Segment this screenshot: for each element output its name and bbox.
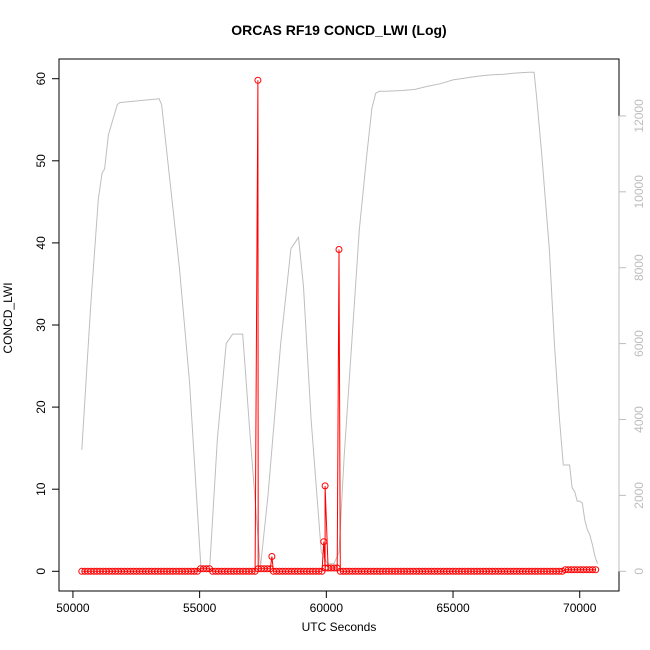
concentration-point	[248, 567, 256, 575]
y-tick-label: 40	[34, 236, 48, 250]
concentration-point	[321, 482, 329, 490]
x-axis-label: UTC Seconds	[302, 620, 377, 634]
concentration-point	[190, 567, 198, 575]
y-tick-label: 60	[34, 72, 48, 86]
y2-tick-label: 6000	[632, 330, 646, 357]
y-tick-label: 50	[34, 154, 48, 168]
concentration-point	[330, 564, 338, 572]
concentration-point	[254, 76, 262, 84]
y-tick-label: 30	[34, 318, 48, 332]
y2-tick-label: 8000	[632, 254, 646, 281]
concentration-point	[203, 565, 210, 573]
x-tick-label: 50000	[56, 601, 90, 615]
concentration-point	[315, 567, 323, 575]
y-tick-label: 0	[34, 568, 48, 575]
concentration-point	[592, 566, 600, 574]
concentration-point	[263, 565, 271, 573]
y-axis-left: 0 10 20 30 40 50 60	[34, 72, 60, 575]
altitude-series	[81, 71, 598, 569]
concentration-line	[81, 80, 596, 572]
concentration-point	[268, 553, 276, 560]
concentration-point	[335, 246, 343, 253]
altitude-line	[81, 71, 598, 569]
y2-tick-label: 0	[632, 568, 646, 575]
y2-tick-label: 2000	[632, 482, 646, 509]
y2-tick-label: 12000	[632, 99, 646, 133]
concentration-point	[589, 566, 597, 574]
x-tick-label: 60000	[310, 601, 344, 615]
y-tick-label: 20	[34, 400, 48, 414]
y2-tick-label: 10000	[632, 175, 646, 209]
y-tick-label: 10	[34, 482, 48, 496]
concentration-series	[78, 76, 600, 575]
concentration-point	[320, 538, 328, 546]
y-axis-label: CONCD_LWI	[1, 282, 15, 353]
x-axis: 50000 55000 60000 65000 70000	[56, 590, 597, 615]
y-axis-right: 0 2000 4000 6000 8000 10000 12000	[618, 99, 646, 575]
chart-title: ORCAS RF19 CONCD_LWI (Log)	[231, 22, 446, 38]
x-tick-label: 65000	[436, 601, 470, 615]
y2-tick-label: 4000	[632, 406, 646, 433]
x-tick-label: 55000	[183, 601, 217, 615]
x-tick-label: 70000	[563, 601, 597, 615]
